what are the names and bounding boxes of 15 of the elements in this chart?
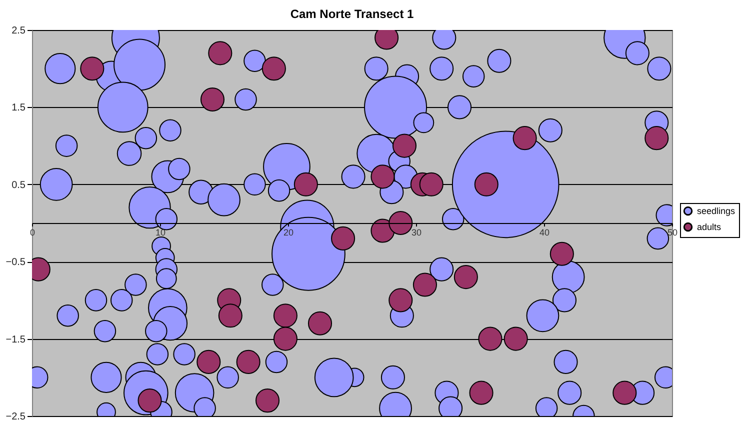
legend-label: adults — [697, 222, 722, 232]
x-tick-label: 50 — [667, 228, 678, 238]
y-tick-label: −1.5 — [6, 334, 26, 346]
legend-label: seedlings — [697, 206, 736, 216]
y-tick-label: 1.5 — [12, 102, 26, 114]
y-tick-label: −2.5 — [6, 412, 26, 422]
x-tick-label: 40 — [539, 228, 550, 238]
y-tick-label: 2.5 — [12, 26, 26, 36]
y-tick-label: 0.5 — [12, 180, 26, 191]
x-tick-label: 20 — [283, 228, 294, 238]
x-tick-label: 0 — [30, 228, 36, 238]
y-tick-label: −0.5 — [6, 257, 26, 268]
x-tick-label: 30 — [411, 228, 422, 238]
x-tick-label: 10 — [155, 228, 166, 238]
chart-title: Cam Norte Transect 1 — [290, 7, 414, 21]
